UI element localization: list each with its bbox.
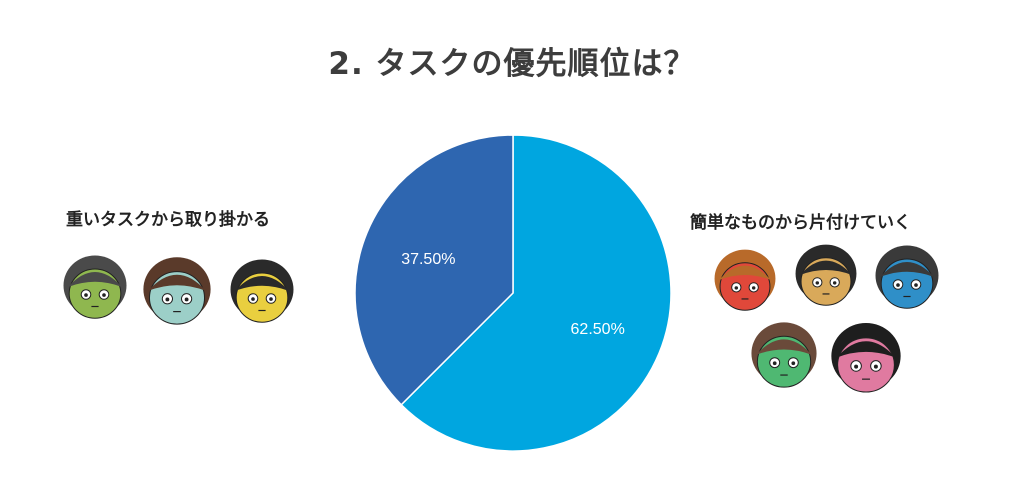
legend-label-heavy-first: 重いタスクから取り掛かる xyxy=(66,210,270,230)
face-tan-icon xyxy=(795,244,857,306)
faces-right-group xyxy=(714,244,939,393)
face-mint-icon xyxy=(751,322,817,388)
legend-label-easy-first: 簡単なものから片付けていく xyxy=(690,213,911,233)
face-red-icon xyxy=(714,249,776,311)
pie-slice-labels: 62.50% 37.50% xyxy=(401,251,625,338)
pie-slice-0 xyxy=(400,134,672,452)
pie-slice-1 xyxy=(354,134,514,406)
face-teal-icon xyxy=(143,257,211,325)
face-yellow-icon xyxy=(230,259,294,323)
face-pink-icon xyxy=(831,323,901,393)
faces-left-group xyxy=(63,255,294,325)
page-title: 2. タスクの優先順位は？ xyxy=(328,46,696,82)
face-blue-icon xyxy=(875,245,939,309)
face-green-icon xyxy=(63,255,127,319)
pie-slice-label-0: 62.50% xyxy=(571,321,625,338)
pie-slices xyxy=(354,134,672,452)
pie-slice-label-1: 37.50% xyxy=(401,251,455,268)
